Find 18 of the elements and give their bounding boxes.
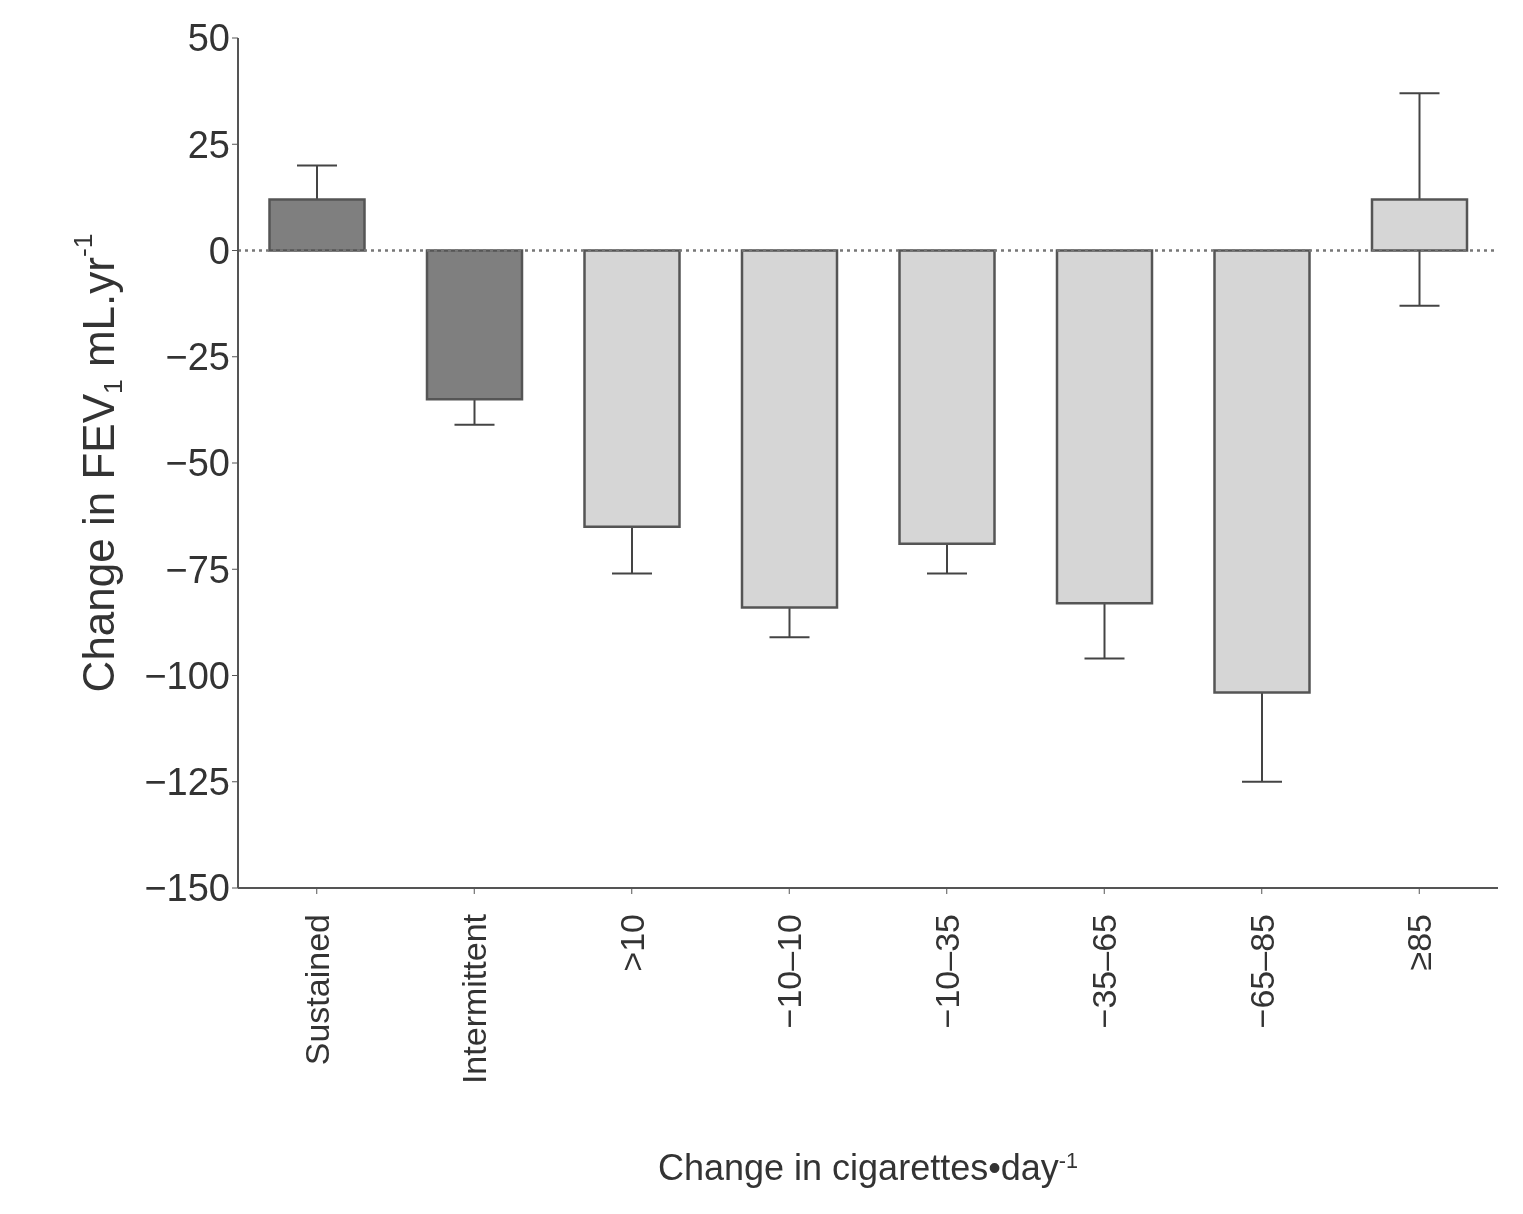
y-tick-label: 0	[208, 229, 230, 272]
x-tick-label: ≥85	[1400, 914, 1439, 971]
x-tick-label: Intermittent	[455, 913, 494, 1085]
x-tick-label: >10	[612, 914, 651, 972]
y-tick-label: −25	[165, 336, 230, 379]
x-tick-label: −65–85	[1242, 914, 1281, 1029]
x-axis-title: Change in cigarettes•day$^{-1}$	[657, 1147, 1079, 1188]
y-tick-label: 25	[187, 123, 230, 166]
x-tick-label: Sustained	[297, 914, 336, 1066]
y-tick-label: −150	[144, 867, 230, 910]
x-tick-label: −35–65	[1085, 914, 1124, 1029]
x-tick-label: −10–10	[770, 914, 809, 1029]
x-tick-label: −10–35	[927, 914, 966, 1029]
y-tick-label: 50	[187, 17, 230, 60]
y-tick-label: −100	[144, 654, 230, 697]
y-tick-label: −125	[144, 761, 230, 804]
y-tick-label: −50	[165, 442, 230, 485]
y-tick-label: −75	[165, 548, 230, 591]
